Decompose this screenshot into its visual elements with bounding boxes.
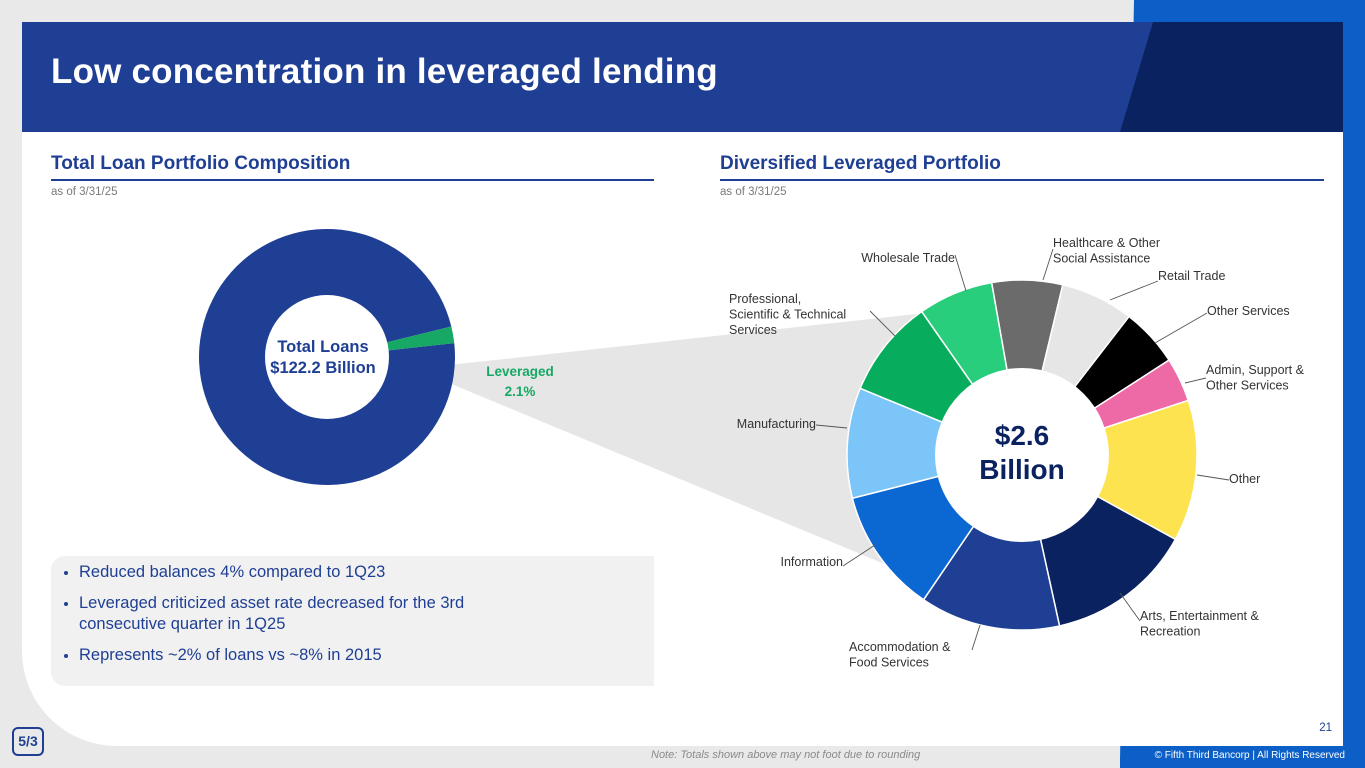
- leader-line-admin-support-other-services: [1184, 377, 1207, 384]
- leveraged-portfolio-center-unit: Billion: [979, 454, 1065, 485]
- left-section-title: Total Loan Portfolio Composition: [51, 153, 351, 174]
- leader-line-information: [842, 544, 876, 567]
- leader-line-other-services: [1154, 312, 1208, 344]
- label-accommodation-food-services: Accommodation & Food Services: [849, 640, 951, 670]
- slice-other: [1020, 399, 1198, 541]
- leader-line-other: [1196, 474, 1230, 481]
- right-section-rule: [720, 179, 1324, 181]
- label-information: Information: [780, 555, 843, 569]
- key-point: Leveraged criticized asset rate decrease…: [79, 593, 479, 635]
- title-bar: [22, 22, 1343, 132]
- page-title: Low concentration in leveraged lending: [51, 52, 718, 91]
- leader-line-healthcare-other-social-assistance: [1042, 248, 1054, 281]
- leader-line-retail-trade: [1109, 280, 1159, 301]
- leader-line-manufacturing: [815, 424, 848, 429]
- leader-line-accommodation-food-services: [971, 624, 981, 651]
- key-points-box: Reduced balances 4% compared to 1Q23 Lev…: [51, 556, 654, 686]
- title-bar-accent: [1120, 22, 1343, 132]
- footnote: Note: Totals shown above may not foot du…: [651, 749, 921, 761]
- total-loans-center-value: $122.2 Billion: [270, 359, 375, 377]
- leader-line-professional-scientific-technical-services: [869, 310, 896, 337]
- label-professional-scientific-technical-services: Professional, Scientific & Technical Servi…: [729, 292, 846, 337]
- key-points-list: Reduced balances 4% compared to 1Q23 Lev…: [51, 556, 654, 666]
- fifth-third-logo: 5/3: [12, 727, 44, 756]
- label-manufacturing: Manufacturing: [737, 417, 816, 431]
- label-admin-support-other-services: Admin, Support & Other Services: [1206, 363, 1305, 393]
- label-arts-entertainment-recreation: Arts, Entertainment & Recreation: [1140, 609, 1259, 639]
- leveraged-portfolio-donut-hole: [935, 368, 1109, 542]
- right-section-title: Diversified Leveraged Portfolio: [720, 153, 1001, 174]
- label-healthcare-other-social-assistance: Healthcare & Other Social Assistance: [1053, 236, 1160, 266]
- leveraged-connector: [449, 312, 935, 585]
- page-number: 21: [1319, 722, 1332, 734]
- label-retail-trade: Retail Trade: [1158, 269, 1225, 283]
- leveraged-portfolio-center-value: $2.6: [995, 420, 1050, 451]
- label-other-services: Other Services: [1207, 304, 1290, 318]
- leader-line-arts-entertainment-recreation: [1119, 592, 1141, 622]
- leveraged-label: Leveraged: [486, 364, 554, 379]
- slice-manufacturing: [846, 387, 1025, 500]
- total-loans-center-label: Total Loans: [277, 338, 368, 356]
- copyright: © Fifth Third Bancorp | All Rights Reser…: [1154, 750, 1345, 761]
- right-as-of-date: as of 3/31/25: [720, 186, 787, 198]
- left-as-of-date: as of 3/31/25: [51, 186, 118, 198]
- left-section-rule: [51, 179, 654, 181]
- leveraged-portfolio-labels: Healthcare & Other Social Assistance Retai…: [729, 236, 1305, 670]
- key-point: Represents ~2% of loans vs ~8% in 2015: [79, 645, 654, 666]
- total-loans-donut-hole: [265, 295, 389, 419]
- label-wholesale-trade: Wholesale Trade: [861, 251, 955, 265]
- label-other: Other: [1229, 472, 1260, 486]
- leveraged-value: 2.1%: [505, 384, 536, 399]
- key-point: Reduced balances 4% compared to 1Q23: [79, 562, 654, 583]
- leader-line-wholesale-trade: [954, 254, 967, 292]
